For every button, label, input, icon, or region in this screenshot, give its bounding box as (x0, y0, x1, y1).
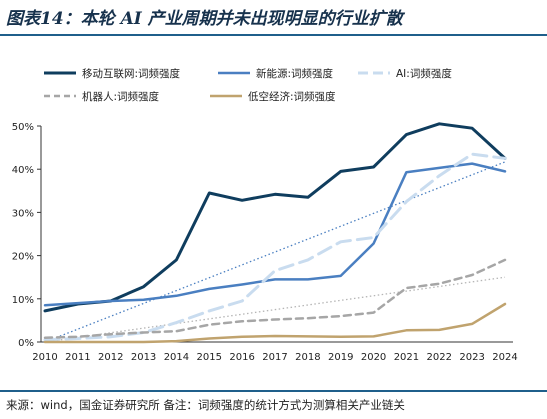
x-tick-label: 2014 (164, 352, 189, 363)
legend-label-1: 新能源:词频强度 (256, 67, 334, 80)
x-tick-label: 2012 (98, 352, 123, 363)
line-chart: 0% 10% 20% 30% 40% 50% 2010 2011 2012 2013 2014 201… (12, 67, 518, 363)
y-tick-label: 30% (12, 208, 34, 219)
source-bar: 来源：wind，国金证券研究所 备注：词频强度的统计方式为测算相关产业链关 (0, 390, 547, 419)
y-tick-label: 50% (12, 122, 34, 133)
chart-area: 0% 10% 20% 30% 40% 50% 2010 2011 2012 2013 2014 201… (0, 38, 547, 388)
trendline-robot (44, 276, 506, 343)
source-note: 来源：wind，国金证券研究所 备注：词频强度的统计方式为测算相关产业链关 (6, 398, 405, 412)
x-tick-label: 2024 (492, 352, 517, 363)
legend-label-2: AI:词频强度 (396, 67, 452, 80)
legend-label-0: 移动互联网:词频强度 (82, 67, 181, 80)
trendline-ai (44, 161, 506, 343)
y-tick-label: 10% (12, 295, 34, 306)
y-tick-label: 0% (18, 338, 34, 349)
x-tick-label: 2020 (361, 352, 386, 363)
series-line-1 (43, 162, 507, 307)
x-tick-label: 2023 (459, 352, 484, 363)
chart-title: 图表14：本轮 AI 产业周期并未出现明显的行业扩散 (6, 9, 403, 29)
legend-label-3: 机器人:词频强度 (82, 90, 160, 103)
x-tick-label: 2019 (328, 352, 353, 363)
series-line-2 (43, 152, 507, 342)
y-tick-label: 40% (12, 165, 34, 176)
series-line-4 (43, 302, 507, 344)
x-tick-label: 2015 (197, 352, 222, 363)
series-line-0 (43, 122, 507, 313)
x-tick-label: 2018 (295, 352, 320, 363)
x-tick-label: 2022 (427, 352, 452, 363)
title-bar: 图表14：本轮 AI 产业周期并未出现明显的行业扩散 (0, 0, 547, 36)
x-tick-label: 2013 (131, 352, 156, 363)
x-tick-label: 2011 (65, 352, 90, 363)
x-tick-label: 2010 (32, 352, 57, 363)
x-tick-label: 2016 (229, 352, 254, 363)
legend-label-4: 低空经济:词频强度 (248, 90, 336, 103)
x-tick-label: 2017 (262, 352, 287, 363)
x-tick-label: 2021 (394, 352, 419, 363)
y-tick-label: 20% (12, 252, 34, 263)
series-line-3 (43, 258, 507, 339)
